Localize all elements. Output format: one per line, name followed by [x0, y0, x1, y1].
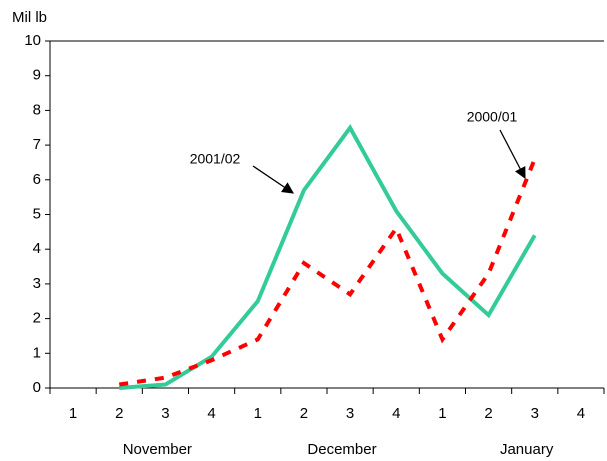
y-tick-label: 8	[33, 101, 41, 118]
y-tick-label: 0	[33, 379, 41, 396]
x-tick-label: 1	[69, 405, 77, 422]
x-tick-label: 3	[346, 405, 354, 422]
y-tick-label: 9	[33, 67, 41, 84]
annotation: 2000/01	[467, 109, 518, 125]
annotation-arrow	[499, 129, 526, 180]
annotation: 2001/02	[190, 151, 241, 167]
y-tick-label: 7	[33, 136, 41, 153]
annotation-arrow	[252, 165, 294, 194]
x-tick-label: 4	[392, 405, 400, 422]
x-tick-label: 4	[577, 405, 585, 422]
y-tick-label: 5	[33, 205, 41, 222]
x-tick-label: 2	[300, 405, 308, 422]
x-tick-label: 4	[207, 405, 215, 422]
group-label: November	[123, 441, 192, 458]
x-tick-label: 1	[438, 405, 446, 422]
x-tick-label: 3	[531, 405, 539, 422]
group-label: December	[307, 441, 376, 458]
y-tick-label: 6	[33, 171, 41, 188]
y-tick-label: 4	[33, 240, 41, 257]
group-label: January	[500, 441, 554, 458]
x-tick-label: 2	[484, 405, 492, 422]
y-tick-label: 1	[33, 344, 41, 361]
y-tick-label: 3	[33, 275, 41, 292]
x-tick-label: 1	[254, 405, 262, 422]
series-line	[119, 124, 537, 390]
y-tick-label: 2	[33, 310, 41, 327]
y-axis-label: Mil lb	[12, 9, 47, 26]
x-tick-label: 3	[161, 405, 169, 422]
x-tick-label: 2	[115, 405, 123, 422]
y-tick-label: 10	[24, 32, 41, 49]
series-line	[118, 158, 537, 387]
